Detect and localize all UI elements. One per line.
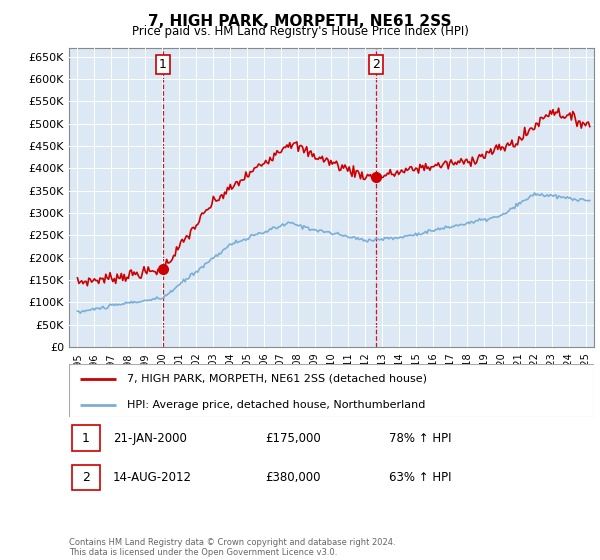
Text: £175,000: £175,000 — [265, 432, 321, 445]
Text: Price paid vs. HM Land Registry's House Price Index (HPI): Price paid vs. HM Land Registry's House … — [131, 25, 469, 38]
Text: 7, HIGH PARK, MORPETH, NE61 2SS: 7, HIGH PARK, MORPETH, NE61 2SS — [148, 14, 452, 29]
Text: 7, HIGH PARK, MORPETH, NE61 2SS (detached house): 7, HIGH PARK, MORPETH, NE61 2SS (detache… — [127, 374, 427, 384]
Text: 21-JAN-2000: 21-JAN-2000 — [113, 432, 187, 445]
Text: 1: 1 — [159, 58, 167, 71]
Text: 78% ↑ HPI: 78% ↑ HPI — [389, 432, 451, 445]
Text: 2: 2 — [82, 471, 90, 484]
Bar — [71, 465, 100, 490]
Text: 14-AUG-2012: 14-AUG-2012 — [113, 471, 192, 484]
Text: Contains HM Land Registry data © Crown copyright and database right 2024.
This d: Contains HM Land Registry data © Crown c… — [69, 538, 395, 557]
Bar — [71, 426, 100, 451]
Text: 2: 2 — [372, 58, 380, 71]
Text: 1: 1 — [82, 432, 90, 445]
Text: £380,000: £380,000 — [265, 471, 320, 484]
Text: 63% ↑ HPI: 63% ↑ HPI — [389, 471, 451, 484]
Text: HPI: Average price, detached house, Northumberland: HPI: Average price, detached house, Nort… — [127, 400, 425, 410]
